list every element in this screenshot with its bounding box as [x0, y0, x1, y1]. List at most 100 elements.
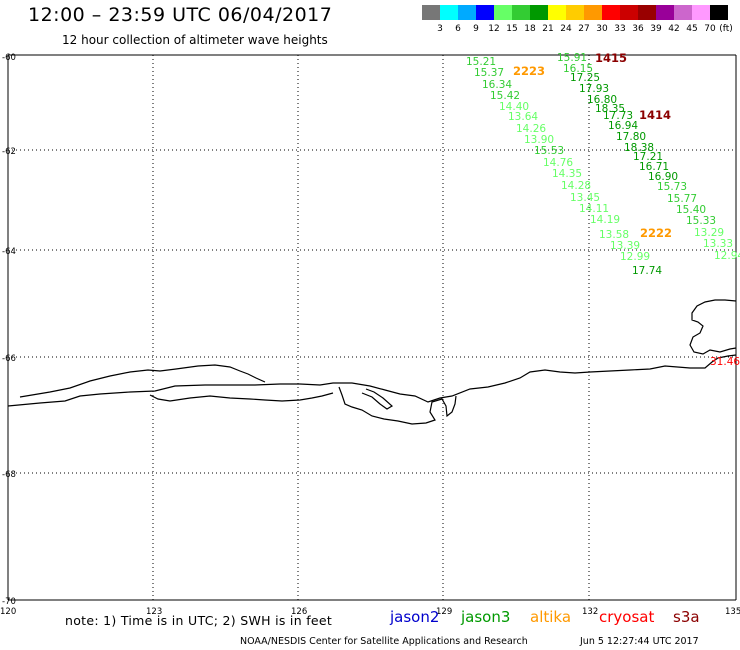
- scale-swatch: [674, 5, 692, 20]
- lon-tick-label: 123: [146, 607, 162, 617]
- wave-height-label: 14.26: [516, 123, 546, 135]
- legend-jason3: jason3: [461, 608, 511, 626]
- wave-height-label: 13.90: [524, 134, 554, 146]
- wave-height-label: 13.45: [570, 192, 600, 204]
- wave-height-label: 17.73: [603, 110, 633, 122]
- wave-height-label: 15.73: [657, 181, 687, 193]
- lat-tick-label: -62: [2, 147, 16, 157]
- wave-height-label: 18.35: [595, 103, 625, 115]
- scale-label: 12: [488, 24, 500, 34]
- pass-time-label: 1414: [639, 108, 671, 122]
- longitude-tick-labels: 120 123 126 129 132 135: [0, 607, 740, 617]
- wave-height-label: 14.11: [579, 203, 609, 215]
- legend-cryosat: cryosat: [599, 608, 655, 626]
- scale-label: (ft): [719, 24, 733, 34]
- wave-height-label: 14.35: [552, 168, 582, 180]
- wave-height-label: 14.76: [543, 157, 573, 169]
- wave-height-label: 13.33: [703, 238, 733, 250]
- graticule: [8, 55, 736, 600]
- wave-height-label: 16.34: [482, 79, 512, 91]
- scale-label: 21: [542, 24, 554, 34]
- wave-height-label: 15.53: [534, 145, 564, 157]
- map-frame: [7, 54, 737, 601]
- scale-label: 18: [524, 24, 536, 34]
- wave-height-label: 18.38: [624, 142, 654, 154]
- wave-height-label: 17.80: [616, 131, 646, 143]
- map-title: 12:00 – 23:59 UTC 06/04/2017: [28, 4, 333, 26]
- units-note: note: 1) Time is in UTC; 2) SWH is in fe…: [65, 613, 333, 628]
- scale-swatch: [440, 5, 458, 20]
- generation-timestamp: Jun 5 12:27:44 UTC 2017: [580, 636, 699, 647]
- scale-label: 42: [668, 24, 680, 34]
- wave-height-label: 13.64: [508, 111, 538, 123]
- scale-swatch: [494, 5, 512, 20]
- pass-time-label: 2223: [513, 64, 545, 78]
- scale-label: 70: [704, 24, 716, 34]
- legend-altika: altika: [530, 608, 572, 626]
- wave-height-label: 14.40: [499, 101, 529, 113]
- wave-height-label: 17.93: [579, 83, 609, 95]
- lon-tick-label: 120: [0, 607, 16, 617]
- wave-height-label: 13.58: [599, 229, 629, 241]
- scale-swatch: [530, 5, 548, 20]
- pass-time-label: 2222: [640, 226, 672, 240]
- lat-tick-label: -66: [2, 354, 16, 364]
- wave-height-label: 15.77: [667, 193, 697, 205]
- wave-height-label: 12.94: [714, 250, 740, 262]
- scale-swatch: [512, 5, 530, 20]
- wave-height-label: 17.74: [632, 265, 662, 277]
- wave-height-label: 16.80: [587, 94, 617, 106]
- scale-swatch: [584, 5, 602, 20]
- pass-time-label: 1415: [595, 51, 627, 65]
- wave-height-label: 16.15: [563, 63, 593, 75]
- legend-jason2: jason2: [390, 608, 440, 626]
- wave-height-label: 17.25: [570, 72, 600, 84]
- wave-height-label: 15.42: [490, 90, 520, 102]
- scale-label: 30: [596, 24, 608, 34]
- legend-s3a: s3a: [673, 608, 700, 626]
- wave-height-label: 16.94: [608, 120, 638, 132]
- wave-height-label: 13.29: [694, 227, 724, 239]
- wave-height-label: 14.19: [590, 214, 620, 226]
- scale-swatch: [548, 5, 566, 20]
- credit-line: NOAA/NESDIS Center for Satellite Applica…: [240, 636, 528, 647]
- scale-label: 6: [455, 24, 461, 34]
- scale-label: 36: [632, 24, 644, 34]
- wave-height-label: 15.40: [676, 204, 706, 216]
- wave-height-label: 13.39: [610, 240, 640, 252]
- wave-height-labels: 15.21 15.37 16.34 15.42 14.40 13.64 14.2…: [466, 52, 740, 368]
- scale-label: 9: [473, 24, 479, 34]
- wave-height-label: 16.71: [639, 161, 669, 173]
- wave-height-label: 12.99: [620, 251, 650, 263]
- lat-tick-label: -68: [2, 470, 16, 480]
- wave-height-label: 31.46: [710, 356, 740, 368]
- map-subtitle: 12 hour collection of altimeter wave hei…: [62, 33, 328, 47]
- antarctic-coastline: [7, 299, 737, 425]
- scale-swatch: [638, 5, 656, 20]
- lon-tick-label: 129: [436, 607, 452, 617]
- scale-label: 3: [437, 24, 443, 34]
- wave-height-label: 15.37: [474, 67, 504, 79]
- pass-time-labels: 1415 2223 1414 2222: [513, 51, 672, 240]
- lat-tick-label: -64: [2, 247, 16, 257]
- scale-swatch: [656, 5, 674, 20]
- scale-swatch: [620, 5, 638, 20]
- scale-label: 27: [578, 24, 590, 34]
- lon-tick-label: 135: [725, 607, 740, 617]
- lon-tick-label: 132: [582, 607, 598, 617]
- wave-height-label: 15.91: [557, 52, 587, 64]
- lat-tick-label: -70: [2, 597, 16, 607]
- wave-height-label: 15.33: [686, 215, 716, 227]
- wave-height-label: 15.21: [466, 56, 496, 68]
- scale-swatch: [566, 5, 584, 20]
- scale-label: 24: [560, 24, 572, 34]
- lat-tick-label: -60: [2, 53, 16, 63]
- scale-swatch: [602, 5, 620, 20]
- wave-height-label: 17.21: [633, 151, 663, 163]
- scale-label: 33: [614, 24, 626, 34]
- scale-swatch: [458, 5, 476, 20]
- lon-tick-label: 126: [291, 607, 307, 617]
- latitude-tick-labels: -60 -62 -64 -66 -68 -70: [2, 53, 16, 607]
- scale-label: 39: [650, 24, 662, 34]
